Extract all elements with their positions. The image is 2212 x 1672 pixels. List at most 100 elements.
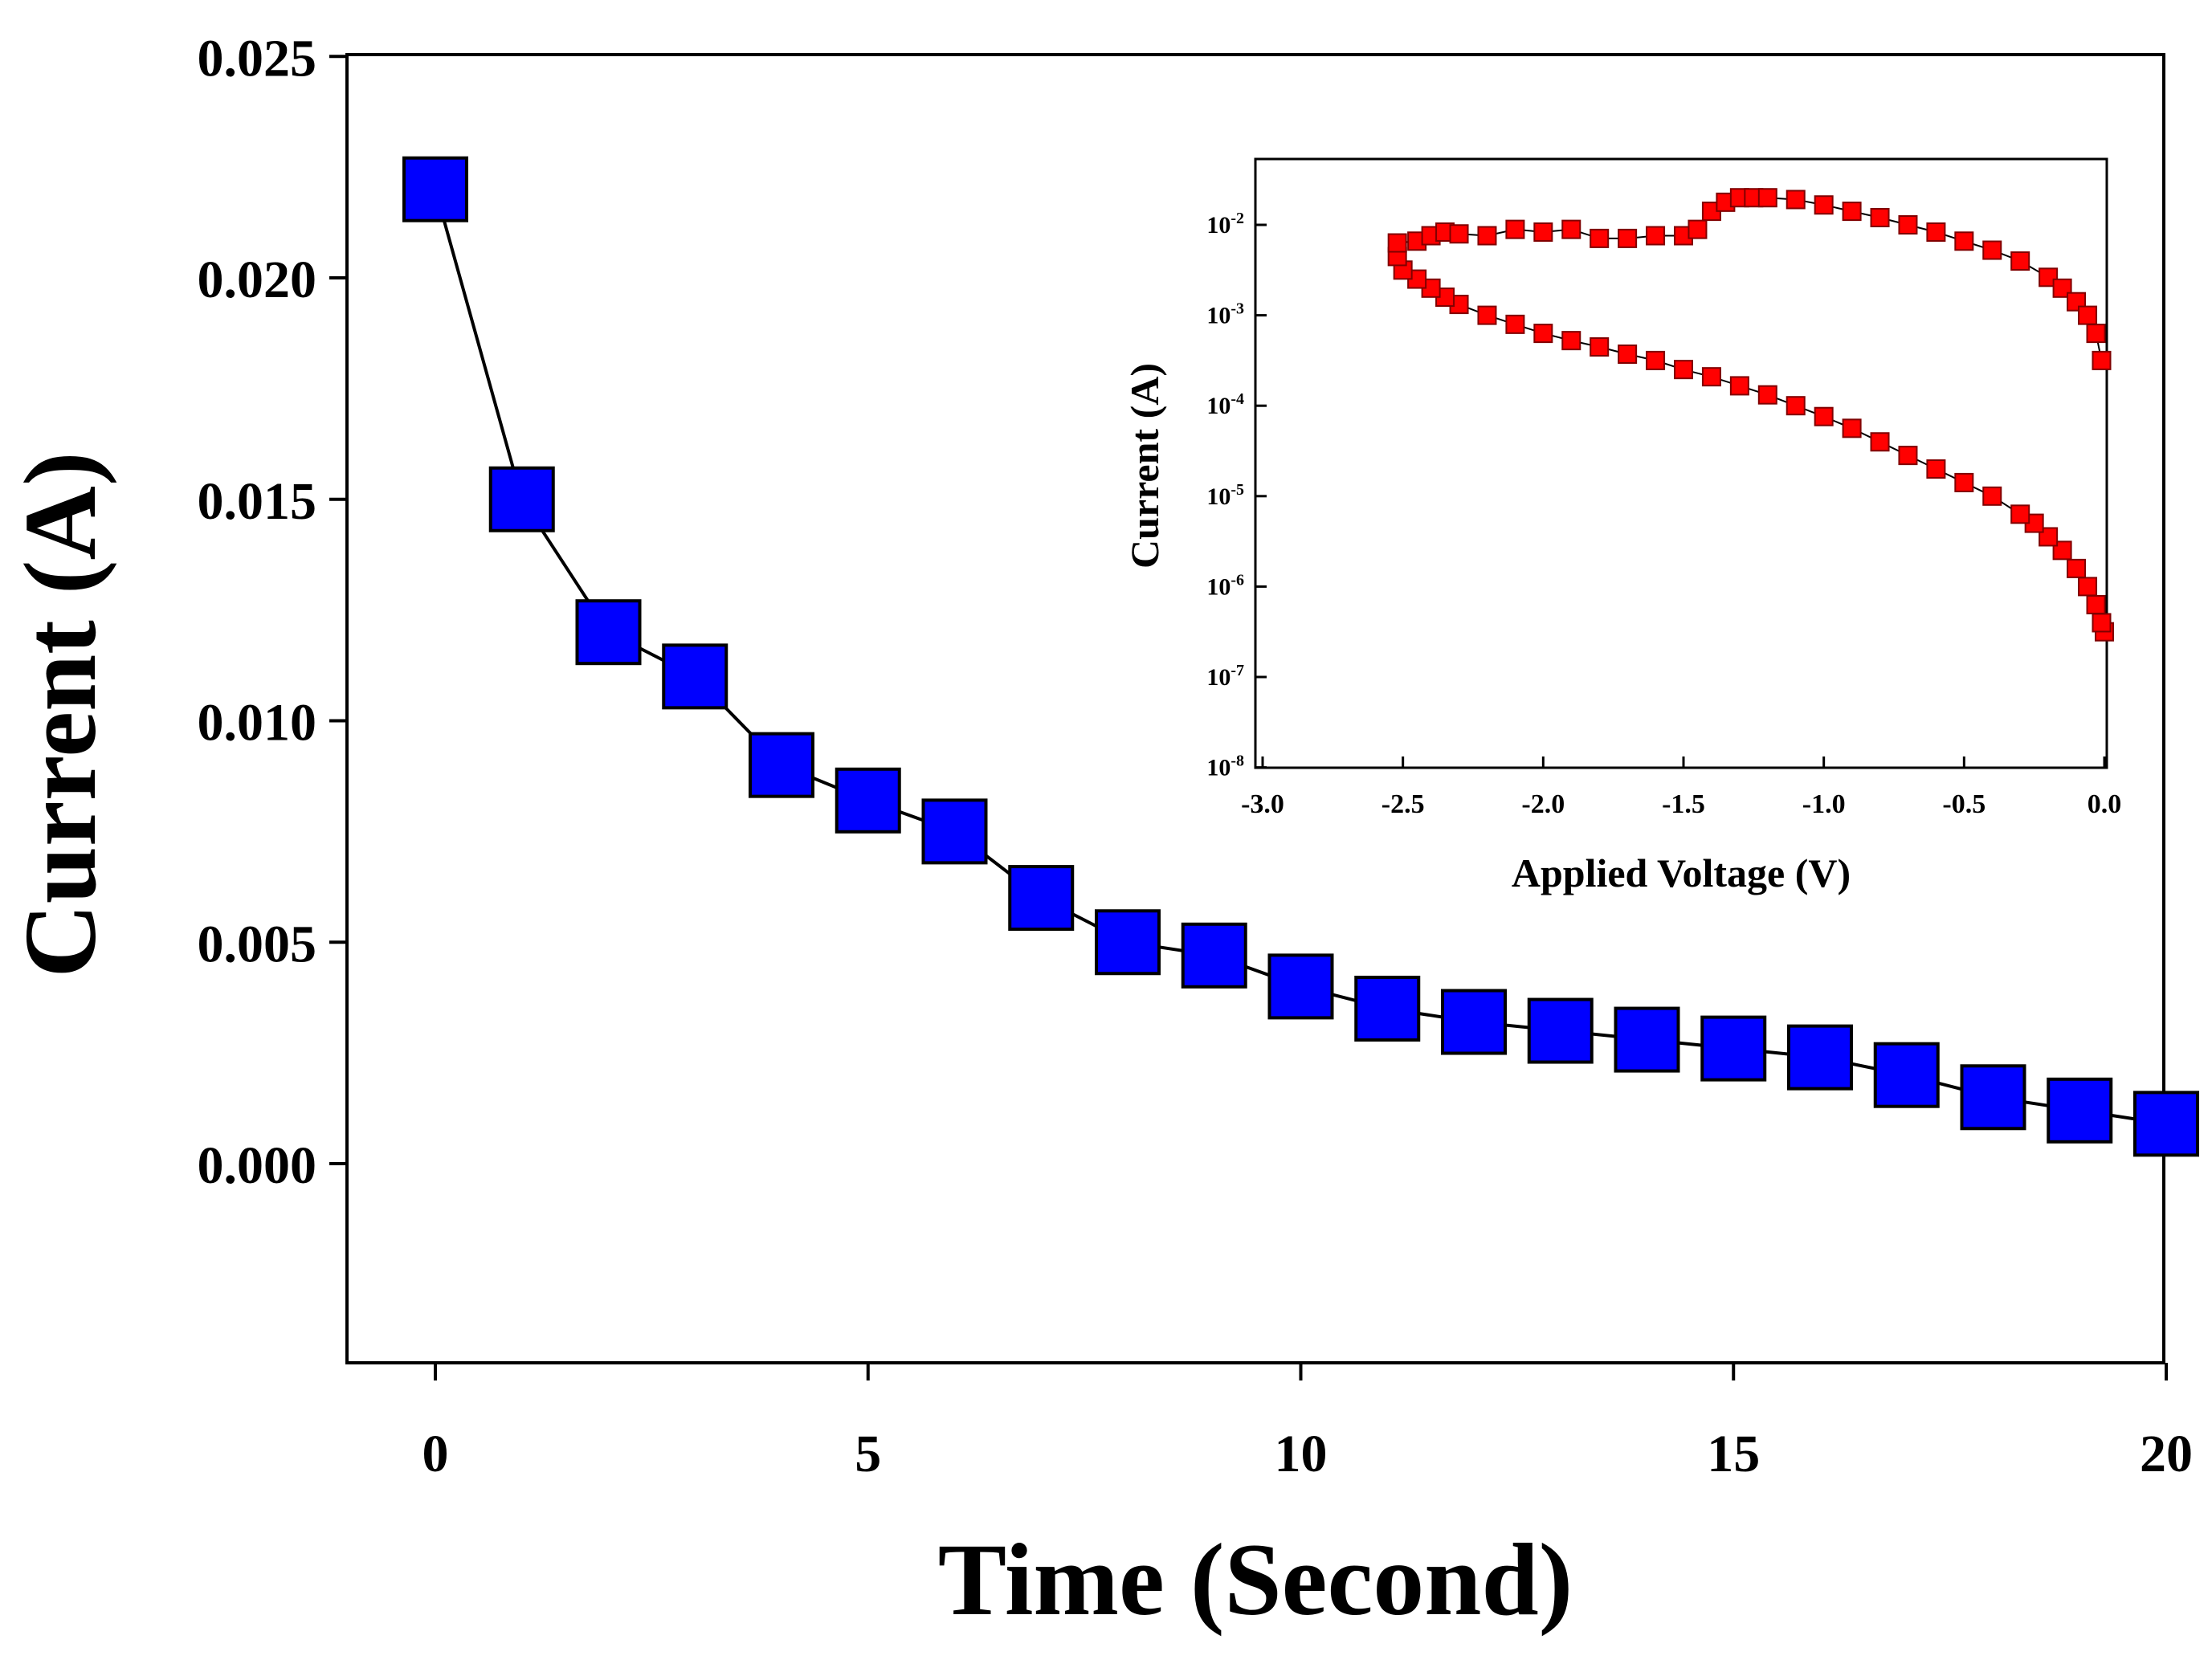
- main-y-tick-label: 0.010: [198, 694, 317, 752]
- inset-data-point: [1688, 219, 1708, 239]
- inset-data-point: [1898, 215, 1918, 234]
- main-y-axis-title: Current (A): [3, 451, 117, 977]
- inset-data-point: [1954, 472, 1974, 492]
- inset-series-markers: [1387, 188, 2114, 642]
- inset-data-point: [2086, 324, 2106, 344]
- inset-data-point: [1590, 337, 1610, 357]
- main-y-tick-label: 0.005: [198, 915, 317, 973]
- inset-x-tick-label: -3.0: [1241, 789, 1284, 819]
- inset-data-point: [1982, 240, 2002, 260]
- inset-data-point: [1505, 314, 1525, 334]
- main-y-tick-label: 0.020: [198, 251, 317, 309]
- inset-data-point: [1842, 202, 1862, 222]
- main-data-point: [1614, 1006, 1680, 1073]
- inset-data-point: [2010, 504, 2030, 524]
- inset-y-ticks: 10-2 10-3 10-4 10-5 10-6 10-7 10-8: [1206, 210, 1267, 781]
- inset-y-tick-label: 10-3: [1206, 300, 1244, 329]
- inset-data-point: [1926, 222, 1946, 243]
- main-x-tick-label: 5: [855, 1425, 881, 1483]
- inset-plot-frame: [1254, 157, 2108, 769]
- inset-data-point: [2092, 613, 2112, 633]
- inset-data-point: [1757, 188, 1777, 208]
- inset-x-tick-label: -1.5: [1662, 789, 1705, 819]
- main-data-point: [2047, 1077, 2113, 1144]
- main-x-tick-label: 15: [1707, 1425, 1760, 1483]
- inset-data-point: [1618, 228, 1638, 248]
- inset-x-tick-label: -0.5: [1942, 789, 1985, 819]
- inset-y-tick-label: 10-4: [1206, 390, 1244, 419]
- inset-y-tick-label: 10-7: [1206, 662, 1244, 691]
- main-data-point: [2133, 1091, 2199, 1157]
- inset-data-point: [1814, 406, 1834, 426]
- inset-data-point: [1814, 195, 1834, 215]
- main-data-point: [1787, 1024, 1853, 1091]
- main-data-point: [662, 643, 728, 710]
- inset-data-point: [1477, 305, 1497, 325]
- main-y-tick-label: 0.015: [198, 472, 317, 531]
- main-data-point: [1095, 909, 1161, 976]
- main-data-point: [749, 732, 814, 798]
- inset-x-tick-label: -1.0: [1802, 789, 1846, 819]
- inset-data-point: [1870, 432, 1890, 452]
- inset-data-point: [2067, 558, 2087, 578]
- main-x-tick-label: 20: [2140, 1425, 2193, 1483]
- main-series-markers: [402, 156, 2199, 1157]
- inset-x-tick-label: -2.0: [1521, 789, 1565, 819]
- main-data-point: [488, 466, 555, 532]
- inset-data-point: [2078, 577, 2098, 597]
- inset-data-point: [1842, 418, 1862, 438]
- main-y-tick-label: 0.000: [198, 1136, 317, 1195]
- inset-data-point: [2078, 305, 2098, 325]
- inset-data-point: [1954, 231, 1974, 251]
- inset-data-point: [1870, 207, 1890, 227]
- inset-x-tick-label: 0.0: [2088, 789, 2122, 819]
- inset-data-point: [1561, 219, 1581, 239]
- inset-data-point: [1926, 459, 1946, 479]
- main-data-point: [835, 767, 901, 834]
- inset-data-point: [1757, 385, 1777, 405]
- inset-data-point: [1477, 226, 1497, 246]
- main-data-point: [1354, 975, 1421, 1042]
- main-data-point: [1873, 1042, 1940, 1108]
- inset-data-point: [2092, 350, 2112, 370]
- inset-data-point: [1590, 228, 1610, 248]
- inset-chart: 10-2 10-3 10-4 10-5 10-6 10-7 10-8 -3.0 -2.5 -2.…: [1122, 157, 2121, 895]
- main-x-ticks: 0 5 10 15 20: [422, 1363, 2193, 1483]
- main-data-point: [1700, 1015, 1767, 1082]
- main-data-point: [1267, 953, 1334, 1020]
- inset-data-point: [2086, 594, 2106, 614]
- inset-data-point: [1701, 367, 1721, 387]
- main-data-point: [1441, 989, 1507, 1055]
- inset-data-point: [1786, 396, 1806, 416]
- main-data-point: [1008, 865, 1075, 932]
- main-x-tick-label: 10: [1275, 1425, 1328, 1483]
- inset-data-point: [1646, 350, 1666, 370]
- inset-data-point: [1786, 190, 1806, 210]
- main-data-point: [575, 599, 642, 666]
- main-y-tick-label: 0.025: [198, 29, 317, 88]
- inset-data-point: [1618, 345, 1638, 365]
- inset-data-point: [2010, 251, 2030, 271]
- main-x-tick-label: 0: [422, 1425, 449, 1483]
- main-data-point: [1181, 922, 1247, 989]
- inset-data-point: [1533, 324, 1553, 344]
- inset-y-tick-label: 10-8: [1206, 752, 1244, 781]
- inset-x-ticks: -3.0 -2.5 -2.0 -1.5 -1.0 -0.5 0.0: [1241, 756, 2121, 819]
- inset-y-tick-label: 10-6: [1206, 571, 1244, 600]
- inset-data-point: [1387, 233, 1407, 253]
- inset-data-point: [1505, 219, 1525, 239]
- main-x-axis-title: Time (Second): [938, 1523, 1573, 1637]
- inset-data-point: [1646, 226, 1666, 246]
- inset-data-point: [1449, 224, 1469, 244]
- inset-x-tick-label: -2.5: [1381, 789, 1425, 819]
- inset-data-point: [1982, 486, 2002, 506]
- inset-y-tick-label: 10-5: [1206, 481, 1244, 510]
- inset-data-point: [1729, 376, 1749, 396]
- inset-data-point: [1674, 360, 1693, 380]
- inset-y-axis-title: Current (A): [1122, 363, 1167, 569]
- inset-data-point: [1561, 331, 1581, 351]
- inset-data-point: [1898, 446, 1918, 466]
- main-y-ticks: 0.000 0.005 0.010 0.015 0.020 0.025: [198, 29, 347, 1195]
- main-data-point: [1527, 997, 1594, 1064]
